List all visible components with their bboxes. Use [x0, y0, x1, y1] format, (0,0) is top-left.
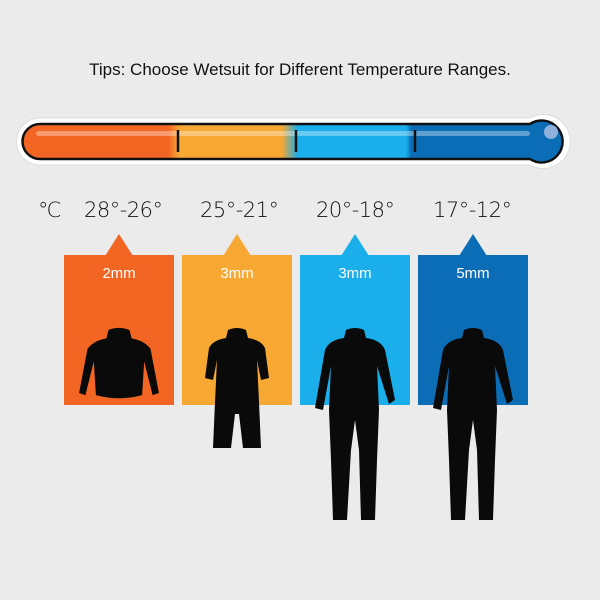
thickness-label-1: 2mm	[102, 265, 136, 282]
page-title: Tips: Choose Wetsuit for Different Tempe…	[89, 60, 511, 79]
panel-pointer-3	[341, 234, 369, 256]
wetsuit-silhouette-2	[205, 328, 269, 448]
wetsuit-silhouette-3	[315, 328, 395, 520]
wetsuit-silhouette-1	[79, 327, 159, 399]
thickness-label-2: 3mm	[220, 265, 254, 282]
temp-range-3: 20°-18°	[316, 198, 395, 222]
temp-range-2: 25°-21°	[200, 198, 279, 222]
thickness-label-4: 5mm	[456, 265, 490, 282]
panel-pointer-1	[105, 234, 133, 256]
temp-range-4: 17°-12°	[433, 198, 512, 222]
wetsuit-silhouette-4	[433, 328, 513, 520]
celsius-unit: ℃	[38, 198, 62, 222]
panels	[64, 234, 528, 520]
panel-pointer-2	[223, 234, 251, 256]
panel-pointer-4	[459, 234, 487, 256]
thermometer	[16, 114, 571, 169]
thickness-label-3: 3mm	[338, 265, 372, 282]
temp-range-1: 28°-26°	[84, 198, 163, 222]
